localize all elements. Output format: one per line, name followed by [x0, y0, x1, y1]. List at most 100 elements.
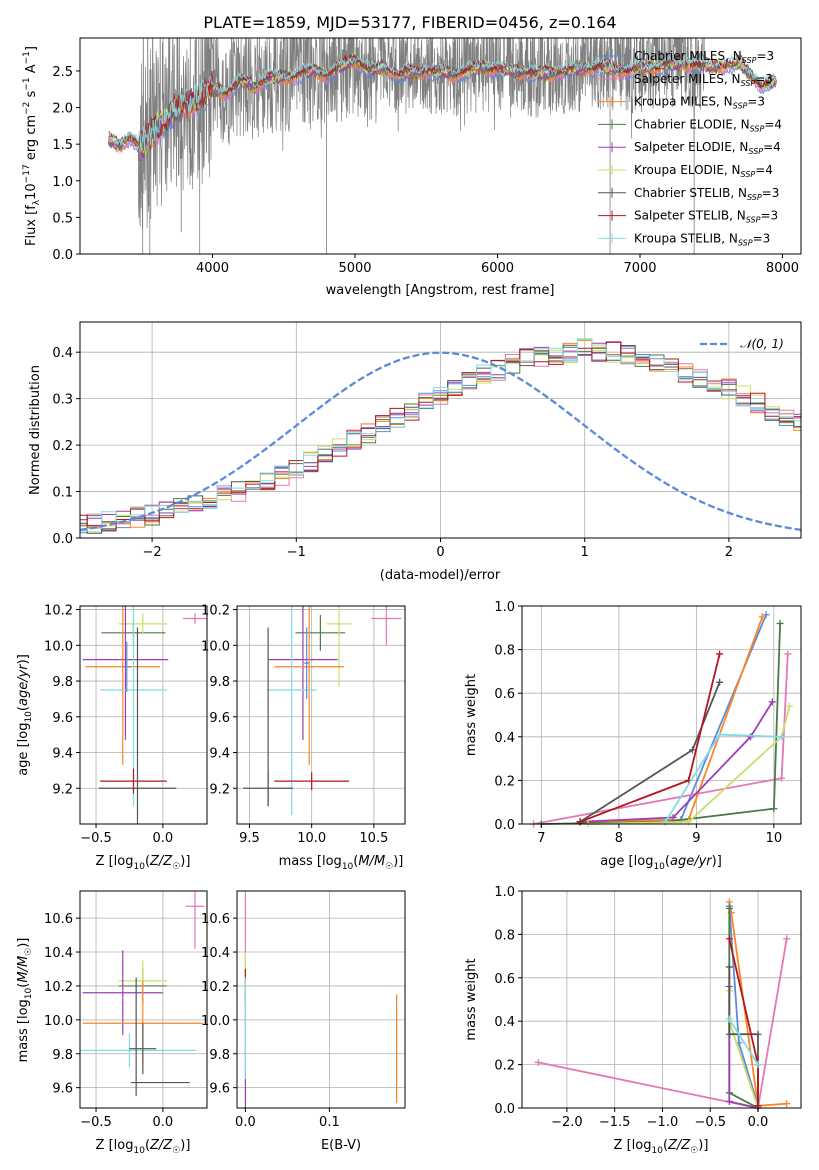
y-tick-label: 10.0 — [201, 1014, 230, 1029]
spectrum-plot-area — [108, 38, 777, 254]
mass-weight-line — [580, 701, 774, 823]
mass-weight-vs-age-frame — [521, 605, 802, 825]
mass-weight-marker — [716, 678, 724, 686]
y-tick-label: 0.6 — [494, 972, 515, 987]
mass-weight-marker — [534, 1058, 542, 1066]
mass-weight-marker — [770, 805, 778, 813]
y-axis-label: Normed distribution — [28, 365, 43, 495]
residual-histogram-step — [80, 344, 801, 534]
y-tick-label: 0.6 — [494, 687, 515, 702]
mass-weight-vs-age-plot-area — [530, 611, 793, 828]
y-tick-label: 9.8 — [209, 675, 230, 690]
normal-distribution-curve — [80, 351, 801, 532]
y-tick-label: 10.2 — [44, 980, 73, 995]
x-axis-label: (data-model)/error — [380, 568, 501, 583]
mass-weight-line — [580, 616, 764, 823]
x-tick-label: −2 — [143, 545, 162, 560]
y-tick-label: 2.0 — [52, 102, 73, 117]
legend-entry: Chabrier STELIB, NSSP=3 — [634, 186, 779, 202]
y-tick-label: 0.0 — [494, 1102, 515, 1117]
residual-histogram-step — [80, 338, 801, 532]
mass-weight-marker — [768, 698, 776, 706]
legend-entry: Chabrier ELODIE, NSSP=4 — [634, 117, 782, 133]
mass-weight-marker — [758, 613, 766, 621]
mass-weight-marker — [725, 935, 733, 943]
y-tick-label: 2.5 — [52, 65, 73, 80]
x-tick-label: 0.0 — [748, 1115, 769, 1130]
mass-weight-line — [580, 614, 767, 823]
spectrum-frame — [79, 37, 802, 255]
residual-histogram-step — [80, 339, 801, 533]
mass-vs-extinction-plot-area — [244, 892, 398, 1108]
mass-weight-vs-metallicity-frame — [521, 890, 802, 1109]
y-tick-label: 9.2 — [52, 782, 73, 797]
y-axis-label: Flux [fλ10−17 erg cm−2 s−1 A−1] — [22, 46, 42, 246]
mass-vs-metallicity-frame — [79, 890, 208, 1109]
mass-vs-metallicity-plot-area — [80, 891, 205, 1097]
y-tick-label: 9.4 — [209, 747, 230, 762]
y-tick-label: 10.6 — [44, 912, 73, 927]
mass-weight-marker — [725, 963, 733, 971]
x-axis-label: Z [log10(Z/Z☉)] — [96, 854, 191, 872]
age-vs-metallicity-frame — [79, 605, 208, 825]
y-tick-label: 1.0 — [494, 600, 515, 615]
mass-weight-marker — [725, 1097, 733, 1105]
x-tick-label: 9 — [692, 831, 700, 846]
mass-weight-marker — [776, 619, 784, 627]
legend-entry: Salpeter MILES, NSSP=3 — [634, 72, 773, 88]
x-axis-label: wavelength [Angstrom, rest frame] — [326, 283, 555, 298]
x-tick-label: −1.5 — [599, 1115, 631, 1130]
x-axis-label: E(B-V) — [321, 1138, 361, 1153]
y-tick-label: 10.2 — [201, 980, 230, 995]
mass-weight-marker — [747, 733, 755, 741]
x-axis-label: age [log10(age/yr)] — [600, 854, 722, 872]
x-axis-label: Z [log10(Z/Z☉)] — [96, 1138, 191, 1156]
x-tick-label: 8000 — [766, 261, 799, 276]
y-tick-label: 0.4 — [52, 346, 73, 361]
mass-weight-line — [541, 623, 781, 825]
mass-weight-marker — [669, 813, 677, 821]
mass-weight-marker — [725, 904, 733, 912]
mass-weight-line — [579, 681, 721, 823]
y-tick-label: 9.2 — [209, 782, 230, 797]
y-tick-label: 10.0 — [201, 639, 230, 654]
mass-weight-marker — [783, 935, 791, 943]
y-tick-label: 10.4 — [201, 946, 230, 961]
x-tick-label: −0.5 — [80, 1115, 112, 1130]
x-tick-label: 0.0 — [235, 1115, 256, 1130]
legend-entry: Chabrier MILES, NSSP=3 — [634, 49, 774, 65]
model-spectrum-line — [108, 53, 776, 151]
x-tick-label: 9.5 — [239, 831, 260, 846]
x-tick-label: 1 — [581, 545, 589, 560]
y-tick-label: 0.4 — [494, 731, 515, 746]
mass-weight-marker — [716, 650, 724, 658]
y-tick-label: 1.0 — [52, 175, 73, 190]
mass-weight-line — [587, 706, 791, 825]
x-tick-label: −0.5 — [694, 1115, 726, 1130]
residuals-plot-area — [80, 338, 801, 534]
y-tick-label: 0.0 — [494, 818, 515, 833]
y-tick-label: 10.4 — [44, 946, 73, 961]
y-tick-label: 0.8 — [494, 928, 515, 943]
y-axis-label: age [log10(age/yr)] — [16, 654, 34, 776]
x-tick-label: −0.5 — [80, 831, 112, 846]
legend-entry: Kroupa MILES, NSSP=3 — [634, 95, 765, 111]
x-axis-label: mass [log10(M/M☉)] — [279, 854, 404, 872]
age-vs-mass-plot-area — [243, 606, 402, 816]
model-spectrum-line — [108, 54, 776, 147]
x-tick-label: 7 — [537, 831, 545, 846]
mass-weight-line — [579, 653, 721, 823]
y-tick-label: 1.0 — [494, 885, 515, 900]
y-tick-label: 0.2 — [494, 774, 515, 789]
y-tick-label: 0.8 — [494, 644, 515, 659]
x-tick-label: 0.0 — [153, 831, 174, 846]
mass-weight-marker — [725, 1015, 733, 1023]
x-tick-label: 10.0 — [297, 831, 326, 846]
y-tick-label: 9.8 — [209, 1048, 230, 1063]
x-tick-label: 0.1 — [319, 1115, 340, 1130]
mass-weight-marker — [783, 1100, 791, 1108]
y-tick-label: 9.6 — [52, 711, 73, 726]
x-tick-label: −1 — [287, 545, 306, 560]
x-tick-label: 10.5 — [359, 831, 388, 846]
